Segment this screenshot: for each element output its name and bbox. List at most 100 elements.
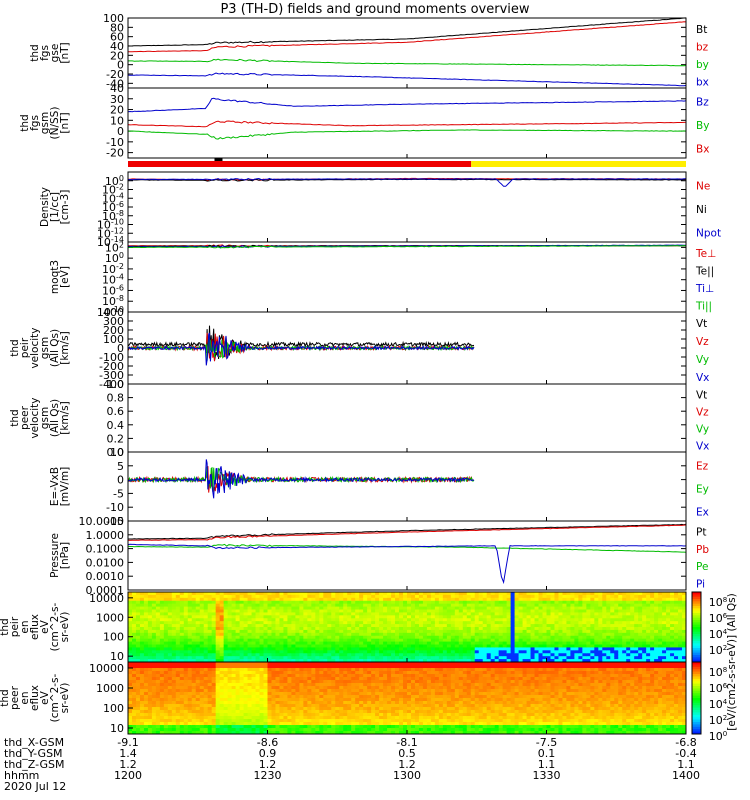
- spectrogram-cell: [319, 701, 324, 705]
- spectrogram-cell: [323, 680, 328, 684]
- spectrogram-cell: [247, 594, 253, 599]
- spectrogram-cell: [175, 594, 181, 599]
- spectrogram-cell: [207, 600, 213, 605]
- spectrogram-cell: [215, 641, 221, 645]
- spectrogram-cell: [139, 689, 145, 693]
- spectrogram-cell: [622, 615, 627, 619]
- spectrogram-cell: [638, 627, 643, 631]
- spectrogram-cell: [470, 594, 476, 599]
- spectrogram-cell: [143, 594, 149, 599]
- spectrogram-cell: [183, 677, 189, 681]
- spectrogram-cell: [562, 603, 567, 608]
- spectrogram-cell: [187, 594, 193, 599]
- spectrogram-cell: [442, 635, 448, 640]
- spectrogram-cell: [351, 594, 356, 599]
- spectrogram-cell: [434, 600, 440, 605]
- spectrogram-cell: [458, 612, 464, 616]
- spectrogram-cell: [494, 627, 500, 631]
- spectrogram-cell: [239, 647, 245, 651]
- spectrogram-cell: [490, 627, 496, 631]
- spectrogram-cell: [570, 629, 575, 634]
- spectrogram-cell: [275, 674, 280, 678]
- spectrogram-cell: [670, 624, 675, 628]
- spectrogram-cell: [674, 624, 679, 628]
- spectrogram-cell: [151, 635, 157, 640]
- spectrogram-cell: [530, 609, 536, 613]
- spectrogram-cell: [502, 629, 508, 634]
- spectrogram-cell: [574, 627, 579, 631]
- spectrogram-cell: [371, 597, 376, 602]
- spectrogram-cell: [159, 606, 165, 610]
- spectrogram-cell: [267, 659, 272, 663]
- spectrogram-cell: [299, 680, 304, 684]
- spectrogram-cell: [570, 594, 575, 599]
- spectrogram-cell: [287, 725, 292, 729]
- spectrogram-cell: [654, 594, 659, 599]
- spectrogram-cell: [335, 698, 340, 702]
- spectrogram-cell: [339, 597, 344, 602]
- spectrogram-cell: [279, 624, 284, 628]
- spectrogram-cell: [331, 692, 336, 696]
- spectrogram-cell: [395, 653, 400, 657]
- spectrogram-cell: [311, 689, 316, 693]
- spectrogram-cell: [155, 731, 161, 735]
- spectrogram-cell: [179, 704, 185, 708]
- spectrogram-cell: [239, 686, 245, 690]
- spectrogram-cell: [187, 650, 193, 654]
- spectrogram-cell: [426, 627, 432, 631]
- spectrogram-cell: [211, 692, 217, 696]
- spectrogram-cell: [518, 653, 524, 657]
- spectrogram-cell: [638, 659, 643, 663]
- spectrogram-cell: [450, 650, 456, 654]
- spectrogram-cell: [167, 594, 173, 599]
- spectrogram-cell: [538, 606, 544, 610]
- spectrogram-cell: [574, 606, 579, 610]
- spectrogram-cell: [251, 606, 257, 610]
- spectrogram-cell: [490, 618, 496, 622]
- spectrogram-cell: [299, 592, 304, 596]
- spectrogram-cell: [135, 713, 141, 717]
- spectrogram-cell: [586, 624, 591, 628]
- spectrogram-cell: [263, 719, 268, 723]
- spectrogram-cell: [510, 659, 516, 663]
- spectrogram-cell: [128, 629, 133, 634]
- spectrogram-cell: [187, 618, 193, 622]
- ytick-label: 10-10: [97, 217, 124, 232]
- spectrogram-cell: [666, 597, 671, 602]
- spectrogram-cell: [223, 677, 229, 681]
- spectrogram-cell: [211, 707, 217, 711]
- spectrogram-cell: [618, 621, 623, 625]
- spectrogram-cell: [355, 600, 360, 605]
- spectrogram-cell: [279, 713, 284, 717]
- spectrogram-cell: [434, 592, 440, 596]
- spectrogram-cell: [343, 647, 348, 651]
- spectrogram-cell: [183, 615, 189, 619]
- spectrogram-cell: [275, 704, 280, 708]
- spectrogram-cell: [462, 618, 468, 622]
- spectrogram-cell: [183, 722, 189, 726]
- spectrogram-cell: [271, 710, 276, 714]
- spectrogram-cell: [558, 606, 563, 610]
- spectrogram-cell: [327, 647, 332, 651]
- spectrogram-cell: [199, 638, 205, 643]
- spectrogram-cell: [171, 600, 177, 605]
- spectrogram-cell: [171, 641, 177, 645]
- spectrogram-cell: [128, 597, 133, 602]
- spectrogram-cell: [387, 624, 392, 628]
- spectrogram-cell: [143, 686, 149, 690]
- spectrogram-cell: [658, 653, 663, 657]
- spectrogram-cell: [263, 671, 268, 675]
- spectrogram-cell: [546, 624, 551, 628]
- spectrogram-cell: [634, 647, 639, 651]
- spectrogram-cell: [291, 710, 296, 714]
- spectrogram-cell: [654, 592, 659, 596]
- spectrogram-cell: [195, 656, 201, 660]
- spectrogram-cell: [331, 618, 336, 622]
- spectrogram-cell: [151, 644, 157, 648]
- spectrogram-cell: [203, 638, 209, 643]
- spectrogram-cell: [139, 609, 145, 613]
- spectrogram-cell: [407, 638, 412, 643]
- spectrogram-cell: [307, 606, 312, 610]
- spectrogram-cell: [263, 710, 268, 714]
- spectrogram-cell: [514, 592, 520, 596]
